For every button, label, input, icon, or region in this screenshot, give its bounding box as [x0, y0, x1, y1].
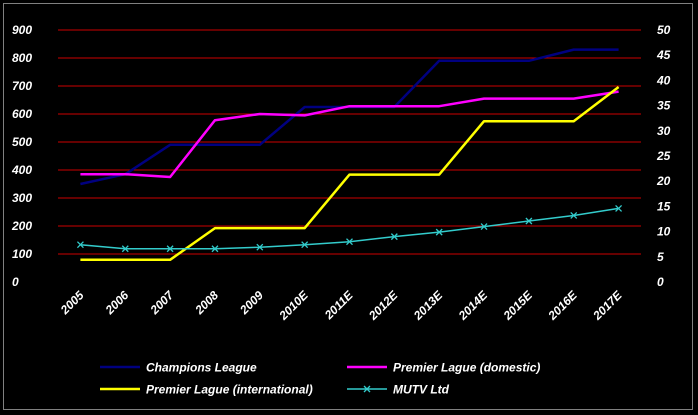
- marker-stroke: [121, 245, 129, 253]
- series-point: [570, 212, 578, 219]
- right-tick-label: 35: [657, 99, 671, 113]
- right-tick-label: 45: [656, 48, 671, 62]
- series-line-1: [80, 90, 619, 179]
- left-tick-label: 700: [12, 79, 32, 93]
- legend-label: MUTV Ltd: [393, 383, 450, 397]
- chart-frame: [3, 3, 693, 410]
- series-point: [480, 223, 488, 231]
- right-tick-label: 50: [657, 23, 671, 37]
- right-tick-label: 25: [656, 149, 671, 163]
- left-tick-label: 800: [12, 51, 32, 65]
- marker-stroke: [166, 245, 174, 253]
- x-tick-label: 2011E: [321, 288, 356, 323]
- x-tick-label: 2012E: [365, 288, 401, 324]
- right-tick-label: 5: [657, 250, 664, 264]
- series-point: [211, 245, 219, 253]
- series-lines: [76, 48, 623, 262]
- marker-stroke: [480, 223, 488, 231]
- series-point: [615, 204, 623, 212]
- x-axis: 2005 2006 2007 2008 2009 2010E 2011E 2012E 2013E…: [57, 287, 625, 323]
- right-y-axis: 0 5 10 15 20 25 30 35 40 45 50: [656, 23, 671, 289]
- marker-stroke: [211, 245, 219, 253]
- right-tick-label: 30: [657, 124, 671, 138]
- legend-marker: [363, 385, 371, 393]
- right-tick-label: 15: [657, 199, 671, 213]
- right-tick-label: 40: [656, 73, 671, 87]
- series-point: [346, 238, 353, 246]
- marker-stroke: [301, 241, 309, 249]
- series-line-0: [80, 48, 619, 186]
- x-tick-label: 2015E: [500, 288, 536, 324]
- legend: Champions League Premier Lague (domestic)…: [100, 361, 540, 397]
- x-tick-label: 2007: [147, 287, 177, 317]
- legend-item: MUTV Ltd: [347, 383, 450, 397]
- x-tick-label: 2016E: [545, 288, 581, 324]
- x-tick-label: 2006: [102, 288, 132, 318]
- right-tick-label: 10: [657, 225, 671, 239]
- x-tick-label: 2008: [192, 288, 222, 318]
- series-point: [525, 217, 533, 225]
- series-point: [435, 228, 443, 236]
- marker-stroke: [435, 228, 443, 236]
- gridlines: [58, 29, 641, 255]
- series-point: [121, 245, 129, 253]
- legend-label: Champions League: [146, 361, 257, 375]
- series-point: [390, 233, 398, 241]
- legend-item: Premier Lague (international): [100, 383, 313, 397]
- legend-label: Premier Lague (international): [146, 383, 313, 397]
- marker-stroke: [570, 212, 578, 219]
- left-tick-label: 200: [11, 219, 32, 233]
- right-tick-label: 20: [656, 174, 671, 188]
- series-line-2: [80, 86, 620, 262]
- x-tick-label: 2013E: [410, 288, 446, 324]
- series-point: [166, 245, 174, 253]
- left-y-axis: 0 100 200 300 400 500 600 700 800 900: [11, 23, 32, 289]
- marker-stroke: [346, 238, 353, 246]
- series-point: [256, 243, 264, 251]
- marker-stroke: [256, 243, 264, 251]
- x-tick-label: 2009: [236, 288, 266, 318]
- left-tick-label: 0: [12, 275, 19, 289]
- series-point: [76, 241, 84, 249]
- left-tick-label: 100: [12, 247, 32, 261]
- left-tick-label: 300: [12, 191, 32, 205]
- marker-stroke: [76, 241, 84, 249]
- legend-item: Premier Lague (domestic): [347, 361, 540, 375]
- marker-stroke: [525, 217, 533, 225]
- legend-item: Champions League: [100, 361, 257, 375]
- x-tick-label: 2005: [57, 288, 87, 318]
- left-tick-label: 600: [12, 107, 32, 121]
- series-line-3: [80, 207, 619, 250]
- left-tick-label: 400: [11, 163, 32, 177]
- legend-label: Premier Lague (domestic): [393, 361, 540, 375]
- left-tick-label: 500: [12, 135, 32, 149]
- x-tick-label: 2017E: [590, 288, 626, 324]
- x-tick-label: 2014E: [455, 288, 491, 324]
- x-tick-label: 2010E: [276, 288, 312, 324]
- marker-stroke: [390, 233, 398, 241]
- right-tick-label: 0: [657, 275, 664, 289]
- marker-stroke: [615, 204, 623, 212]
- series-point: [301, 241, 309, 249]
- left-tick-label: 900: [12, 23, 32, 37]
